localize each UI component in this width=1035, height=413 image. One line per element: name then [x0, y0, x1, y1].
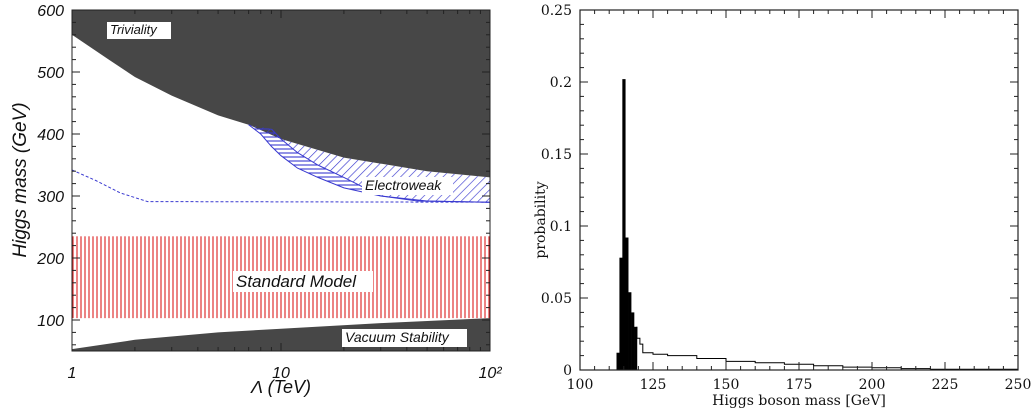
triviality-label: Triviality — [110, 22, 158, 37]
x-tick-label: 225 — [932, 377, 959, 393]
triviality-label-box — [107, 22, 171, 39]
x-axis-label: Λ (TeV) — [250, 377, 311, 397]
y-tick-label: 0.25 — [541, 3, 572, 19]
right-plot-frame — [579, 9, 1019, 371]
histogram-bar — [619, 257, 623, 370]
histogram-tail-line — [636, 326, 1019, 370]
histogram-bar — [634, 326, 638, 370]
y-axis-label: Higgs mass (GeV) — [10, 102, 31, 257]
y-tick-label: 600 — [37, 3, 64, 20]
histogram-bar — [625, 237, 629, 370]
triviality-region — [72, 10, 490, 178]
dashed-bound-line — [71, 169, 491, 203]
y-tick-label: 0.1 — [550, 219, 572, 235]
y-tick-label: 200 — [36, 251, 64, 268]
histogram-bar — [616, 352, 620, 370]
y-tick-label: 0 — [563, 363, 572, 379]
histogram-bar — [628, 292, 632, 370]
standard-model-label: Standard Model — [236, 272, 357, 291]
x-tick-label: 125 — [640, 377, 667, 393]
y-tick-label: 500 — [37, 65, 64, 82]
x-tick-label: 200 — [859, 377, 886, 393]
left-chart: 100 200 300 400 500 600 1 10 10² Λ (TeV) Higgs mas… — [10, 3, 502, 397]
electroweak-label-box — [362, 177, 453, 195]
vacuum-stability-label-box — [342, 329, 467, 347]
electroweak-lower-boundary — [248, 124, 491, 203]
y-axis-label: probability — [533, 181, 549, 258]
y-tick-label: 0.2 — [550, 75, 572, 91]
histogram-bar — [631, 312, 635, 370]
x-axis-label: Higgs boson mass [GeV] — [712, 393, 886, 409]
y-tick-label: 0.15 — [541, 147, 572, 163]
x-tick-label: 10² — [478, 365, 502, 382]
y-tick-label: 100 — [37, 313, 64, 330]
electroweak-inner-boundary — [271, 128, 491, 203]
electroweak-label: Electroweak — [365, 177, 442, 193]
x-tick-label: 150 — [713, 377, 740, 393]
vacuum-stability-label: Vacuum Stability — [345, 329, 450, 345]
electroweak-horizontal-hatch — [248, 124, 490, 203]
y-tick-label: 0.05 — [541, 291, 572, 307]
y-tick-label: 300 — [37, 189, 64, 206]
histogram-bar — [622, 79, 626, 371]
x-tick-label: 10 — [272, 365, 290, 382]
right-chart: 0 0.05 0.1 0.15 0.2 0.25 100 125 150 175 200 225 250… — [533, 3, 1031, 409]
x-tick-label: 175 — [786, 377, 813, 393]
x-tick-label: 1 — [68, 365, 77, 382]
x-tick-label: 250 — [1005, 377, 1032, 393]
standard-model-label-box — [233, 271, 373, 292]
y-tick-label: 400 — [37, 127, 64, 144]
x-tick-label: 100 — [567, 377, 594, 393]
